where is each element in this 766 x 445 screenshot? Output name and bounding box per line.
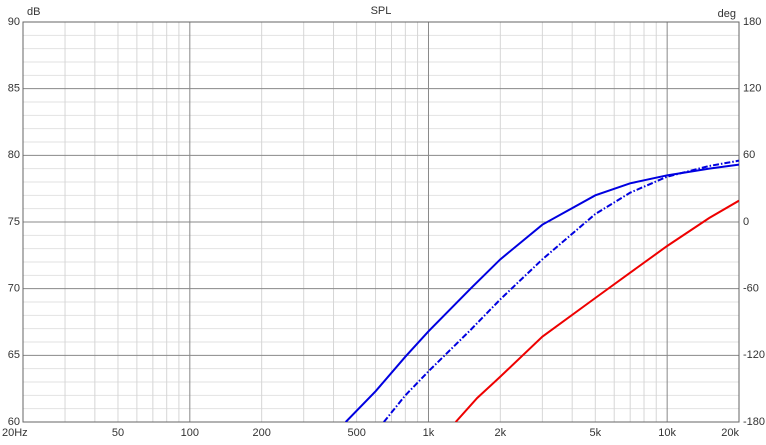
plot-border <box>22 21 740 423</box>
y2-tick-label: -60 <box>743 283 759 295</box>
x-tick-label: 1k <box>423 427 435 439</box>
y-tick-label: 65 <box>8 349 20 361</box>
x-tick-label: 100 <box>181 427 199 439</box>
y-tick-label: 70 <box>8 283 20 295</box>
x-tick-label: 20k <box>721 427 739 439</box>
line-series <box>454 199 739 422</box>
y2-axis-label: deg <box>718 8 736 20</box>
y2-tick-label: 180 <box>743 16 761 28</box>
line-series <box>345 163 739 422</box>
x-tick-label: 20Hz <box>2 427 28 439</box>
x-tick-label: 500 <box>347 427 365 439</box>
y-tick-label: 75 <box>8 216 20 228</box>
x-tick-label: 50 <box>112 427 124 439</box>
y-tick-label: 85 <box>8 83 20 95</box>
x-tick-label: 200 <box>252 427 270 439</box>
y-tick-label: 90 <box>8 16 20 28</box>
y-tick-label: 80 <box>8 149 20 161</box>
x-tick-label: 10k <box>658 427 676 439</box>
x-tick-label: 5k <box>589 427 601 439</box>
x-tick-label: 2k <box>495 427 507 439</box>
line-series <box>383 159 739 422</box>
y2-tick-label: 120 <box>743 83 761 95</box>
y2-tick-label: 60 <box>743 149 755 161</box>
y2-tick-label: -120 <box>743 349 765 361</box>
y2-tick-label: -180 <box>743 416 765 428</box>
y2-tick-label: 0 <box>743 216 749 228</box>
chart-title: SPL <box>371 5 392 17</box>
y-tick-label: 60 <box>8 416 20 428</box>
y-axis-label: dB <box>27 6 40 18</box>
